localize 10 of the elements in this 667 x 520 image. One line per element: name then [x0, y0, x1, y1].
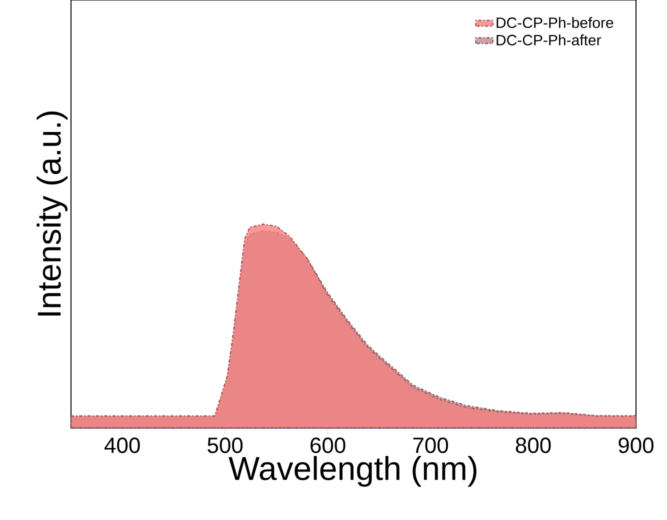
x-tick-label: 500 [208, 438, 243, 454]
x-tick-label: 700 [413, 438, 448, 454]
legend-label: DC-CP-Ph-before [496, 17, 614, 28]
x-tick-label: 400 [104, 438, 140, 454]
legend-label: DC-CP-Ph-after [496, 34, 602, 46]
y-axis-title: Intensity (a.u.) [36, 112, 68, 316]
x-tick-label: 600 [310, 438, 346, 454]
x-tick-label: 800 [516, 438, 551, 454]
x-tick-label: 900 [618, 438, 654, 454]
x-axis-title: Wavelength (nm) [228, 456, 476, 487]
